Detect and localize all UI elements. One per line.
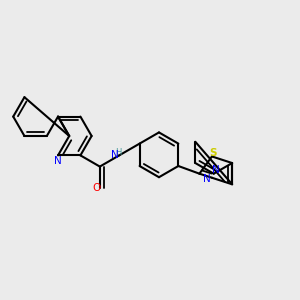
Text: S: S: [210, 148, 217, 158]
Text: N: N: [212, 165, 220, 175]
Text: N: N: [203, 174, 211, 184]
Text: O: O: [92, 183, 100, 193]
Text: N: N: [54, 156, 62, 166]
Text: H: H: [115, 148, 122, 157]
Text: N: N: [111, 150, 118, 160]
